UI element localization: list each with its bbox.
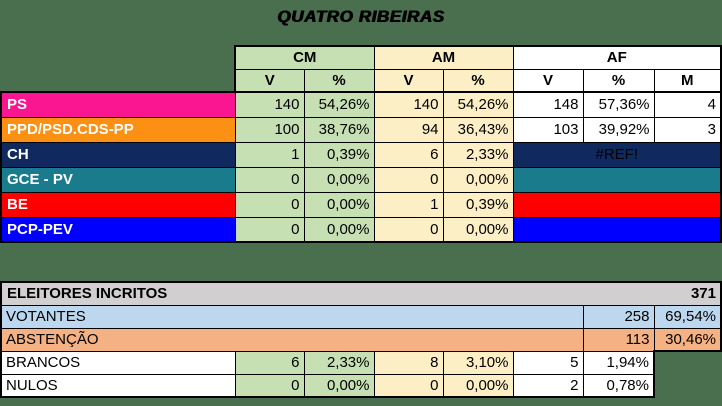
cm-votes: 0 [234,166,305,193]
row-nulos: NULOS 0 0,00% 0 0,00% 2 0,78% [0,373,721,398]
col-group-af: AF [512,45,722,70]
am-votes: 0 [373,373,444,398]
col-group-cm: CM [234,45,375,70]
subheader-am-pct: % [442,68,514,93]
af-votes: 148 [512,91,584,118]
am-pct: 0,00% [442,166,514,193]
am-votes: 0 [373,216,444,243]
am-pct: 3,10% [442,350,514,375]
party-name: PS [0,91,236,118]
subheader-af-m: M [653,68,722,93]
eleitores-label: ELEITORES INCRITOS [7,285,168,303]
af-votes: 5 [512,350,584,375]
subheader-cm-v: V [234,68,305,93]
cm-votes: 6 [234,350,305,375]
party-name: PCP-PEV [0,216,236,243]
cm-votes: 1 [234,141,305,168]
party-row-ch: CH 1 0,39% 6 2,33% #REF! [0,141,722,168]
am-votes: 0 [373,166,444,193]
subheader-row: V % V % V % M [1,68,722,93]
cm-pct: 0,39% [303,141,375,168]
af-mandates: 3 [653,116,722,143]
party-row-gce-pv: GCE - PV 0 0,00% 0 0,00% [0,166,722,193]
am-votes: 6 [373,141,444,168]
brancos-label: BRANCOS [0,350,236,375]
row-votantes: VOTANTES 258 69,54% [0,304,722,329]
sheet-title: QUATRO RIBEIRAS [277,7,445,26]
cm-pct: 0,00% [303,191,375,218]
am-pct: 0,39% [442,191,514,218]
party-name: GCE - PV [0,166,236,193]
summary-table: ELEITORES INCRITOS 371 VOTANTES 258 69,5… [0,281,722,398]
eleitores-total: 371 [690,285,716,303]
row-eleitores-inscritos: ELEITORES INCRITOS 371 [0,281,722,306]
am-votes: 140 [373,91,444,118]
am-votes: 8 [373,350,444,375]
cm-pct: 38,76% [303,116,375,143]
cm-pct: 0,00% [303,216,375,243]
results-table: CM AM AF V % V % V % M PS 140 54,26% 140… [0,45,722,243]
af-votes: 103 [512,116,584,143]
party-row-pcp-pev: PCP-PEV 0 0,00% 0 0,00% [0,216,722,243]
subheader-af-v: V [512,68,584,93]
am-votes: 94 [373,116,444,143]
subheader-af-pct: % [582,68,655,93]
am-votes: 1 [373,191,444,218]
party-row-ppd: PPD/PSD.CDS-PP 100 38,76% 94 36,43% 103 … [0,116,722,143]
votantes-value: 258 [582,304,655,329]
votantes-pct: 69,54% [653,304,722,329]
party-name: CH [0,141,236,168]
row-abstencao: ABSTENÇÃO 113 30,46% [0,327,722,352]
party-name: PPD/PSD.CDS-PP [0,116,236,143]
am-pct: 36,43% [442,116,514,143]
af-votes: 2 [512,373,584,398]
am-pct: 0,00% [442,373,514,398]
subheader-am-v: V [373,68,444,93]
af-pct: 1,94% [582,350,655,375]
party-row-ps: PS 140 54,26% 140 54,26% 148 57,36% 4 [0,91,722,118]
abstencao-value: 113 [582,327,655,352]
am-pct: 0,00% [442,216,514,243]
am-pct: 2,33% [442,141,514,168]
cm-pct: 0,00% [303,166,375,193]
cm-pct: 2,33% [303,350,375,375]
cm-votes: 0 [234,191,305,218]
col-group-am: AM [373,45,514,70]
cm-votes: 140 [234,91,305,118]
af-merged-empty-cell [512,191,722,218]
cm-votes: 100 [234,116,305,143]
column-group-row: CM AM AF [1,45,722,70]
af-merged-ref-error-cell: #REF! [512,141,722,168]
subheader-cm-pct: % [303,68,375,93]
af-pct: 57,36% [582,91,655,118]
cm-votes: 0 [234,216,305,243]
cm-votes: 0 [234,373,305,398]
party-row-be: BE 0 0,00% 1 0,39% [0,191,722,218]
nulos-label: NULOS [0,373,236,398]
am-pct: 54,26% [442,91,514,118]
votantes-label: VOTANTES [0,304,584,329]
party-name: BE [0,191,236,218]
af-merged-empty-cell [512,216,722,243]
cm-pct: 0,00% [303,373,375,398]
af-pct: 0,78% [582,373,655,398]
af-merged-empty-cell [512,166,722,193]
abstencao-pct: 30,46% [653,327,722,352]
abstencao-label: ABSTENÇÃO [0,327,584,352]
af-pct: 39,92% [582,116,655,143]
cm-pct: 54,26% [303,91,375,118]
row-brancos: BRANCOS 6 2,33% 8 3,10% 5 1,94% [0,350,721,375]
af-mandates: 4 [653,91,722,118]
